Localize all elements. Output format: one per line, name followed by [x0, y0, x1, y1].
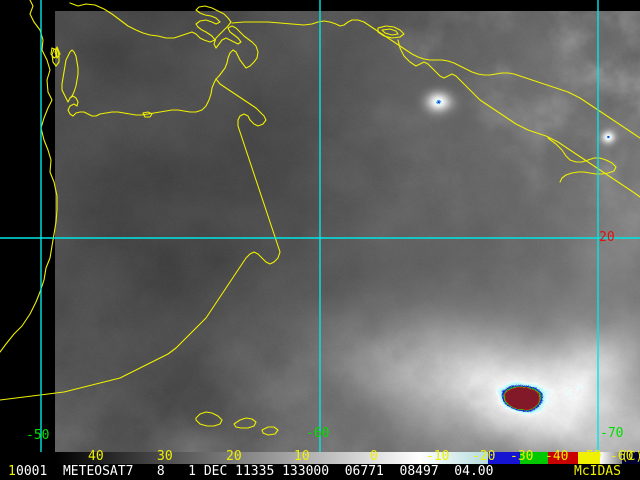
colorbar-tick-minus10: -10 [426, 449, 450, 464]
coastline-path-3 [69, 2, 259, 80]
colorbar-tick-10: 10 [294, 449, 310, 464]
colorbar-tick-minus30: -30 [510, 449, 534, 464]
colorbar-unit-label: (C) [621, 449, 640, 463]
colorbar-tick-minus60: -60 [610, 449, 634, 464]
longitude-label-minus-50: -50 [26, 428, 50, 443]
coastline-path-6 [0, 78, 281, 401]
latlon-grid-layer [0, 0, 640, 452]
coastline-path-2 [54, 46, 61, 59]
colorbar-tick-layer: (C) 40 30 20 10 0 -10 -20 -30 -40 -50 -60 [0, 449, 640, 464]
coastline-path-8 [231, 19, 640, 139]
colorbar-tick-40: 40 [88, 449, 104, 464]
longitude-label-minus-70: -70 [600, 426, 624, 441]
coastline-path-0 [0, 0, 58, 353]
colorbar-tick-minus40: -40 [545, 449, 569, 464]
mcidas-brand-label: McIDAS [574, 464, 621, 479]
coastline-path-15 [261, 426, 279, 436]
coastline-path-7 [142, 111, 153, 118]
longitude-label-minus-60: -60 [306, 426, 330, 441]
colorbar-tick-minus20: -20 [472, 449, 496, 464]
colorbar-tick-30: 30 [157, 449, 173, 464]
coastline-path-4 [51, 48, 60, 67]
colorbar-tick-20: 20 [226, 449, 242, 464]
coastline-path-12 [547, 137, 617, 183]
coastline-path-11 [397, 39, 640, 198]
temperature-colorbar[interactable] [0, 452, 640, 464]
coastline-path-10 [381, 28, 399, 36]
coastline-path-1 [50, 47, 58, 59]
map-vector-overlay [0, 0, 640, 452]
coastline-path-13 [195, 411, 223, 427]
status-bar: 1 0001 METEOSAT7 8 1 DEC 11335 133000 06… [0, 464, 640, 480]
status-text: 0001 METEOSAT7 8 1 DEC 11335 133000 0677… [16, 464, 494, 479]
coastline-layer [0, 0, 640, 436]
coastline-path-5 [61, 49, 217, 117]
latitude-label-20: 20 [599, 230, 615, 245]
coastline-path-14 [233, 417, 257, 429]
status-frame-indicator: 1 [8, 464, 16, 479]
colorbar-tick-0: 0 [370, 449, 378, 464]
colorbar-tick-minus50: -50 [578, 449, 602, 464]
coastline-path-9 [377, 25, 405, 39]
